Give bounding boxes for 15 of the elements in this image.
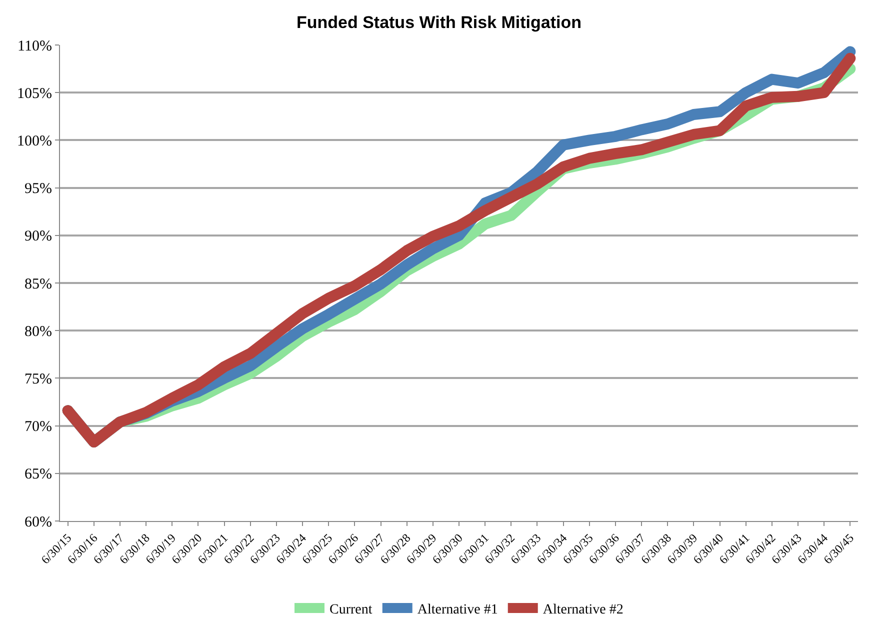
y-tick-label: 95% xyxy=(24,181,52,198)
y-tick-label: 60% xyxy=(24,514,52,530)
y-tick-label: 100% xyxy=(17,133,52,150)
y-tick-label: 85% xyxy=(24,276,52,292)
legend-label: Alternative #2 xyxy=(542,602,624,618)
y-tick-label: 110% xyxy=(18,38,52,54)
y-tick-label: 90% xyxy=(24,228,52,245)
y-tick-label: 75% xyxy=(24,371,52,388)
y-tick-label: 70% xyxy=(24,419,52,436)
y-tick-label: 80% xyxy=(24,324,52,340)
chart-title: Funded Status With Risk Mitigation xyxy=(296,12,582,32)
y-tick-label: 105% xyxy=(17,86,52,102)
legend-label: Current xyxy=(330,602,372,618)
y-tick-label: 65% xyxy=(24,466,52,483)
legend-label: Alternative #1 xyxy=(417,602,498,618)
